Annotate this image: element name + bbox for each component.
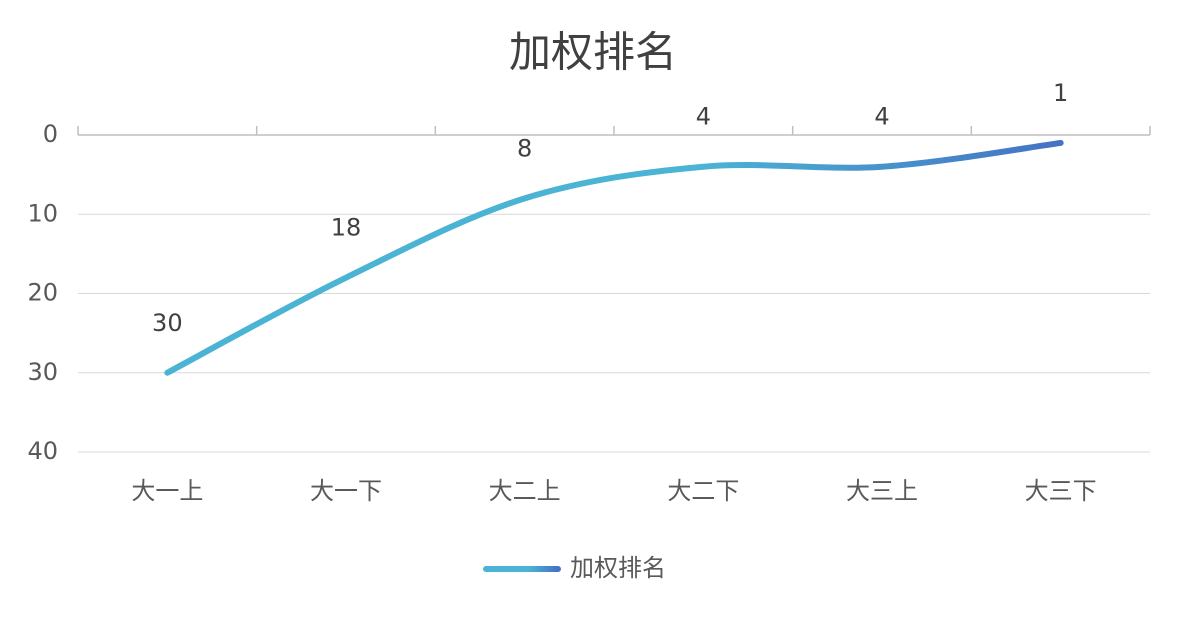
y-tick-label: 30 — [27, 358, 58, 386]
data-label: 1 — [1053, 79, 1068, 107]
x-tick-label: 大三上 — [846, 477, 918, 505]
x-tick-label: 大一上 — [131, 477, 203, 505]
data-label: 30 — [152, 309, 183, 337]
x-tick-label: 大二下 — [667, 477, 739, 505]
y-tick-label: 40 — [27, 437, 58, 465]
y-tick-label: 10 — [27, 199, 58, 227]
x-tick-label: 大一下 — [310, 477, 382, 505]
x-tick-label: 大二上 — [489, 477, 561, 505]
y-tick-label: 0 — [43, 120, 58, 148]
legend-label: 加权排名 — [570, 554, 666, 582]
y-tick-label: 20 — [27, 279, 58, 307]
series-line — [164, 139, 1064, 376]
data-label: 4 — [874, 103, 889, 131]
chart-title: 加权排名 — [509, 28, 677, 77]
data-label: 18 — [331, 214, 362, 242]
x-tick-label: 大三下 — [1025, 477, 1097, 505]
data-label: 4 — [696, 103, 711, 131]
data-label: 8 — [517, 134, 532, 162]
